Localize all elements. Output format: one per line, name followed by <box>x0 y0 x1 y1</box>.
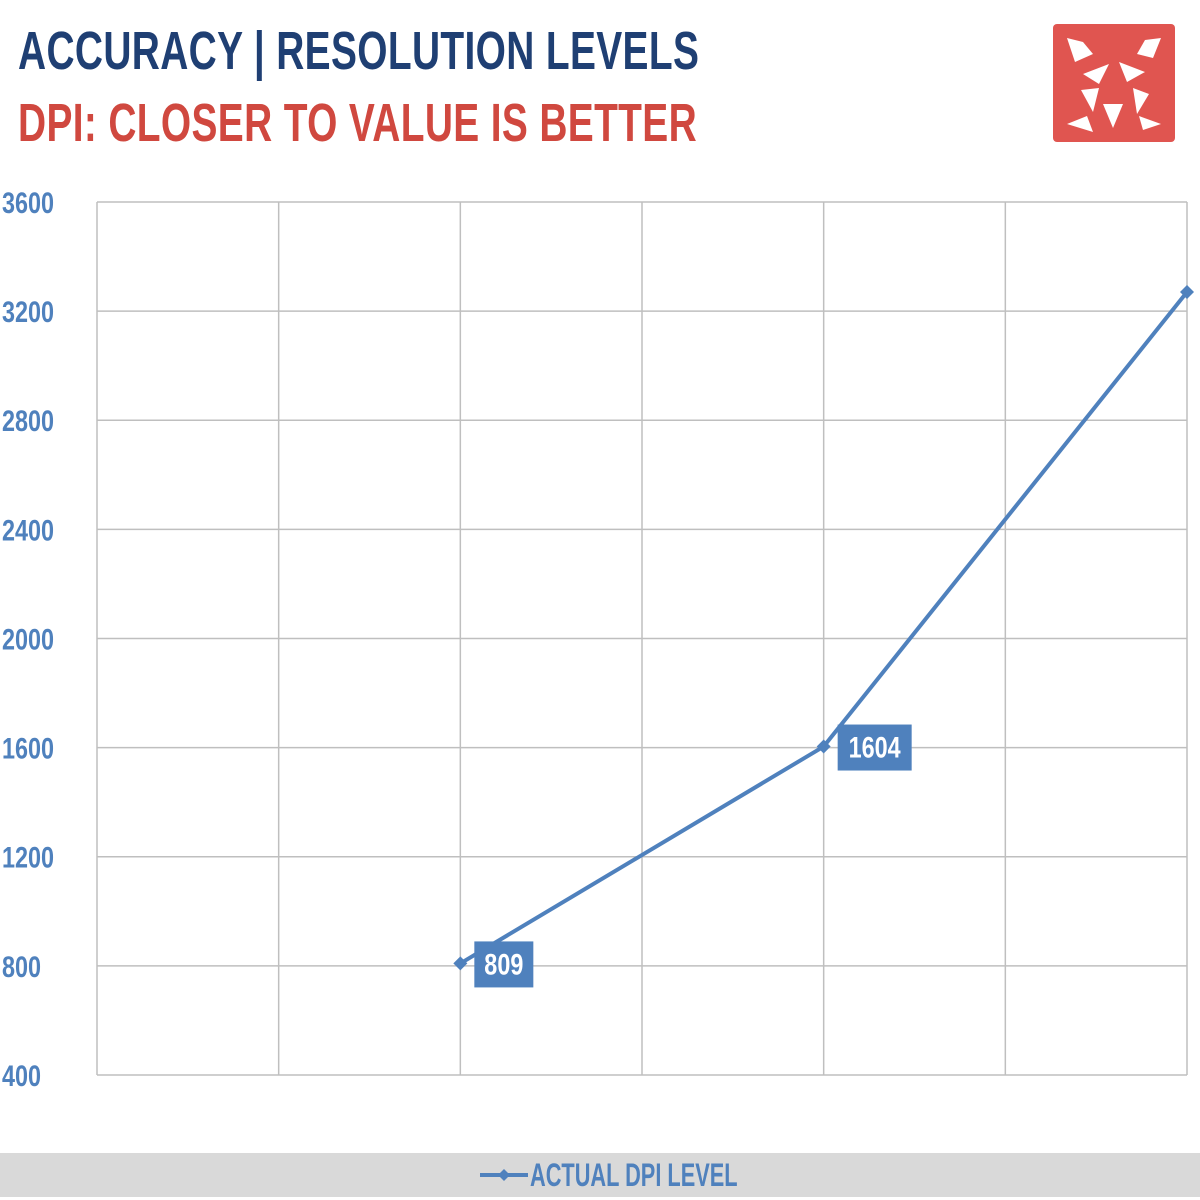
data-point <box>816 739 831 754</box>
legend-item-actual-dpi-level: ACTUAL DPI LEVEL <box>480 1157 835 1193</box>
chart-series: 80916043270 <box>453 285 1194 988</box>
y-tick-label: 2400 <box>2 514 54 547</box>
data-label: 809 <box>484 948 523 981</box>
y-tick-label: 3600 <box>2 186 54 219</box>
y-tick-label: 1200 <box>2 841 54 874</box>
y-tick-label: 2000 <box>2 623 54 656</box>
y-tick-label: 800 <box>2 950 41 983</box>
legend-label: ACTUAL DPI LEVEL <box>530 1156 738 1193</box>
data-label: 1604 <box>849 731 901 764</box>
data-point <box>453 956 468 971</box>
data-point <box>1180 285 1194 300</box>
y-tick-label: 2800 <box>2 404 54 437</box>
legend: ACTUAL DPI LEVEL <box>0 1153 1200 1197</box>
data-label-box <box>474 941 534 988</box>
line-chart: 400 800 1200 1600 2000 2400 2800 3200 3600 809 16… <box>2 186 1194 1093</box>
chart-title: ACCURACY | RESOLUTION LEVELS <box>18 21 700 81</box>
aperture-logo-graphic <box>1067 38 1161 132</box>
y-axis-ticks: 400 800 1200 1600 2000 2400 2800 3200 3600 <box>2 186 54 1092</box>
y-tick-label: 1600 <box>2 732 54 765</box>
legend-line-marker-icon <box>480 1169 528 1181</box>
y-tick-label: 400 <box>2 1059 41 1092</box>
y-tick-label: 3200 <box>2 295 54 328</box>
aperture-logo-icon <box>1053 24 1175 142</box>
chart-grid <box>96 201 1188 1076</box>
chart-subtitle: DPI: CLOSER TO VALUE IS BETTER <box>18 93 698 153</box>
data-label-box <box>837 724 912 771</box>
